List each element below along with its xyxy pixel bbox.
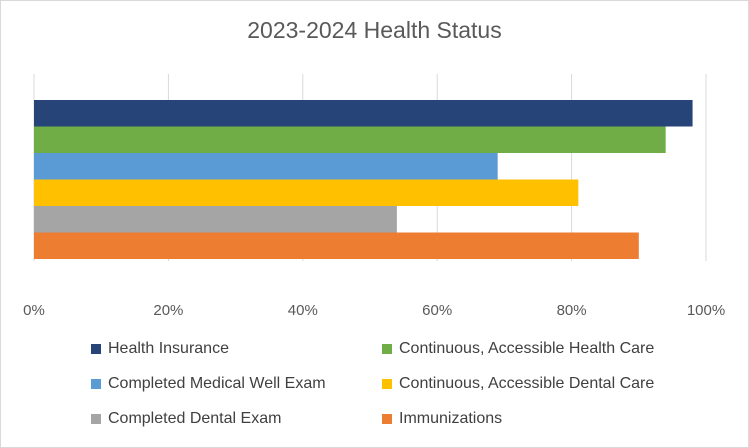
bar: [34, 232, 639, 259]
legend-label: Immunizations: [399, 410, 503, 427]
legend-item: Completed Dental Exam: [91, 410, 281, 428]
legend-item: Immunizations: [382, 410, 502, 428]
legend-item: Completed Medical Well Exam: [91, 375, 326, 393]
legend-label: Continuous, Accessible Dental Care: [399, 375, 655, 392]
x-tick-label: 20%: [153, 302, 183, 319]
bar: [34, 179, 579, 206]
bar: [34, 100, 693, 127]
bar: [34, 153, 498, 180]
x-tick-label: 0%: [23, 302, 45, 319]
legend-item: Continuous, Accessible Health Care: [382, 340, 654, 358]
legend-label: Completed Dental Exam: [108, 410, 282, 427]
legend-item: Health Insurance: [91, 340, 229, 358]
x-tick-label: 60%: [422, 302, 452, 319]
legend-swatch: [382, 344, 392, 354]
legend-swatch: [382, 379, 392, 389]
x-tick-label: 80%: [557, 302, 587, 319]
legend-swatch: [382, 414, 392, 424]
legend-label: Health Insurance: [108, 340, 229, 357]
chart-title: 2023-2024 Health Status: [247, 17, 502, 43]
bar: [34, 206, 397, 233]
legend-label: Continuous, Accessible Health Care: [399, 340, 655, 357]
bar: [34, 126, 666, 153]
x-tick-label: 100%: [687, 302, 725, 319]
legend-swatch: [91, 414, 101, 424]
legend-swatch: [91, 379, 101, 389]
legend-label: Completed Medical Well Exam: [108, 375, 326, 392]
x-tick-label: 40%: [288, 302, 318, 319]
legend-swatch: [91, 344, 101, 354]
legend-item: Continuous, Accessible Dental Care: [382, 375, 654, 393]
